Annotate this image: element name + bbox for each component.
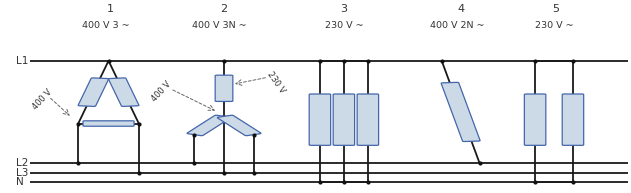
Text: 1: 1 [107, 4, 114, 14]
Text: 230 V ~: 230 V ~ [534, 21, 574, 30]
Text: 230 V: 230 V [265, 69, 286, 95]
FancyBboxPatch shape [217, 115, 261, 136]
Text: 3: 3 [340, 4, 348, 14]
Text: 400 V 3 ~: 400 V 3 ~ [82, 21, 130, 30]
FancyBboxPatch shape [83, 121, 134, 126]
Text: 400 V 2N ~: 400 V 2N ~ [430, 21, 485, 30]
Text: L3: L3 [16, 168, 28, 178]
Text: 4: 4 [457, 4, 464, 14]
FancyBboxPatch shape [78, 78, 109, 106]
FancyBboxPatch shape [562, 94, 584, 145]
Text: 400 V: 400 V [150, 80, 172, 104]
Text: L1: L1 [16, 56, 28, 66]
FancyBboxPatch shape [524, 94, 546, 145]
FancyBboxPatch shape [109, 78, 139, 106]
FancyBboxPatch shape [309, 94, 331, 145]
FancyBboxPatch shape [187, 115, 231, 136]
FancyBboxPatch shape [357, 94, 379, 145]
Text: L2: L2 [16, 158, 28, 168]
Text: 400 V 3N ~: 400 V 3N ~ [192, 21, 247, 30]
FancyBboxPatch shape [215, 75, 233, 102]
Text: 400 V: 400 V [31, 87, 54, 111]
FancyBboxPatch shape [441, 82, 480, 141]
FancyBboxPatch shape [333, 94, 355, 145]
Text: N: N [16, 177, 23, 187]
Text: 5: 5 [551, 4, 559, 14]
Text: 2: 2 [220, 4, 228, 14]
Text: 230 V ~: 230 V ~ [324, 21, 363, 30]
